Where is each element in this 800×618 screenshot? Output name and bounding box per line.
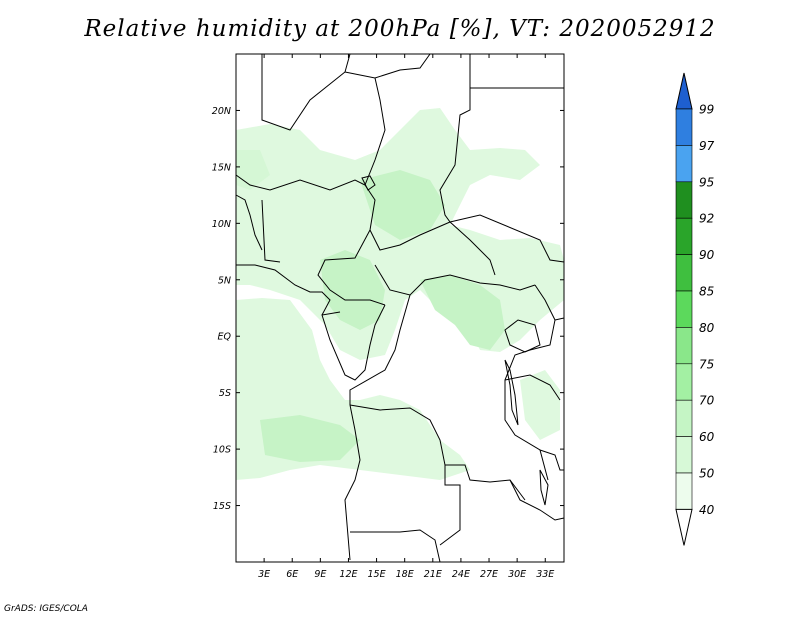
- lon-tick-label: 27E: [480, 569, 498, 580]
- colorbar-label: 60: [699, 430, 715, 444]
- humidity-core-4: [260, 415, 360, 462]
- map-panel: [235, 53, 565, 563]
- lat-tick-label: 15N: [212, 162, 231, 173]
- lat-tick-label: 20N: [212, 106, 231, 117]
- border-sahel-2: [261, 199, 281, 263]
- colorbar-label: 85: [699, 285, 714, 299]
- country-borders: [235, 53, 565, 563]
- border-sahel-4: [449, 214, 565, 263]
- colorbar-label: 80: [699, 321, 715, 335]
- longitude-axis: 3E 6E 9E 12E 15E 18E 21E 24E 27E 30E 33E: [258, 54, 554, 580]
- colorbar-segment: [675, 436, 693, 474]
- colorbar: 99 97 95 92 90 85 80 75 70 60 50 40: [675, 72, 715, 546]
- border-east-3: [539, 449, 564, 471]
- humidity-core-3: [360, 170, 445, 240]
- colorbar-segment: [675, 472, 693, 510]
- grads-credit: GrADS: IGES/COLA: [4, 604, 88, 614]
- border-north-1: [261, 53, 351, 131]
- lon-tick-label: 12E: [339, 569, 357, 580]
- border-zambia-1: [439, 465, 461, 546]
- lat-tick-label: 5S: [219, 388, 231, 399]
- coast-west-2: [235, 194, 263, 251]
- colorbar-segment: [675, 254, 693, 292]
- lon-tick-label: 33E: [536, 569, 554, 580]
- lake-tanganyika: [504, 359, 519, 426]
- colorbar-segment: [675, 145, 693, 183]
- border-east-2: [504, 374, 561, 401]
- lat-tick-label: 10N: [212, 219, 231, 230]
- border-angola-2: [350, 529, 441, 563]
- border-congo-1: [321, 304, 386, 381]
- lat-tick-label: 15S: [213, 501, 231, 512]
- humidity-patch-west: [236, 150, 270, 190]
- colorbar-label: 95: [699, 175, 714, 189]
- border-congo-2: [349, 294, 411, 405]
- border-cameroon: [317, 229, 386, 306]
- colorbar-segment: [675, 108, 693, 146]
- colorbar-segment: [675, 399, 693, 437]
- humidity-core-2: [420, 275, 505, 350]
- humidity-patch-east: [520, 370, 560, 440]
- lon-tick-label: 6E: [286, 569, 298, 580]
- lon-tick-label: 21E: [424, 569, 442, 580]
- border-sahel-1: [235, 174, 376, 231]
- colorbar-label: 70: [699, 394, 715, 408]
- border-car-1: [374, 264, 536, 296]
- border-north-4: [439, 54, 471, 223]
- colorbar-label: 75: [699, 357, 714, 371]
- colorbar-segment: [675, 290, 693, 328]
- lake-malawi: [539, 469, 549, 506]
- colorbar-label: 97: [699, 139, 715, 153]
- colorbar-label: 50: [699, 467, 715, 481]
- colorbar-top-arrow: [675, 72, 693, 110]
- lon-tick-label: 3E: [258, 569, 270, 580]
- colorbar-label: 99: [699, 103, 714, 117]
- colorbar-segment: [675, 327, 693, 365]
- humidity-core-1: [320, 250, 385, 330]
- lon-tick-label: 18E: [396, 569, 414, 580]
- border-north-3: [364, 77, 386, 186]
- border-sahel-3: [369, 221, 496, 276]
- lon-tick-label: 30E: [508, 569, 526, 580]
- lake-chad: [361, 175, 376, 191]
- coast-west-1: [236, 264, 331, 316]
- humidity-shading: [236, 108, 564, 480]
- latitude-axis: 20N 15N 10N 5N EQ 5S 10S 15S: [212, 106, 564, 512]
- border-zambia-2: [509, 479, 565, 521]
- colorbar-label: 92: [699, 212, 714, 226]
- colorbar-bottom-arrow: [675, 508, 693, 546]
- colorbar-segment: [675, 181, 693, 219]
- lake-victoria: [504, 319, 541, 353]
- colorbar-label: 90: [699, 248, 715, 262]
- lon-tick-label: 24E: [452, 569, 470, 580]
- border-east-1: [554, 317, 565, 321]
- colorbar-label: 40: [699, 503, 715, 517]
- lon-tick-label: 9E: [314, 569, 326, 580]
- chart-title: Relative humidity at 200hPa [%], VT: 202…: [84, 16, 716, 42]
- lon-tick-label: 15E: [368, 569, 386, 580]
- border-north-2: [344, 53, 431, 79]
- lat-tick-label: 10S: [213, 445, 231, 456]
- border-angola-1: [344, 404, 361, 561]
- lat-tick-label: EQ: [218, 332, 232, 343]
- map-frame: [235, 53, 565, 563]
- colorbar-segment: [675, 363, 693, 401]
- colorbar-segment: [675, 217, 693, 255]
- lat-tick-label: 5N: [218, 275, 231, 286]
- border-drc-1: [504, 284, 556, 481]
